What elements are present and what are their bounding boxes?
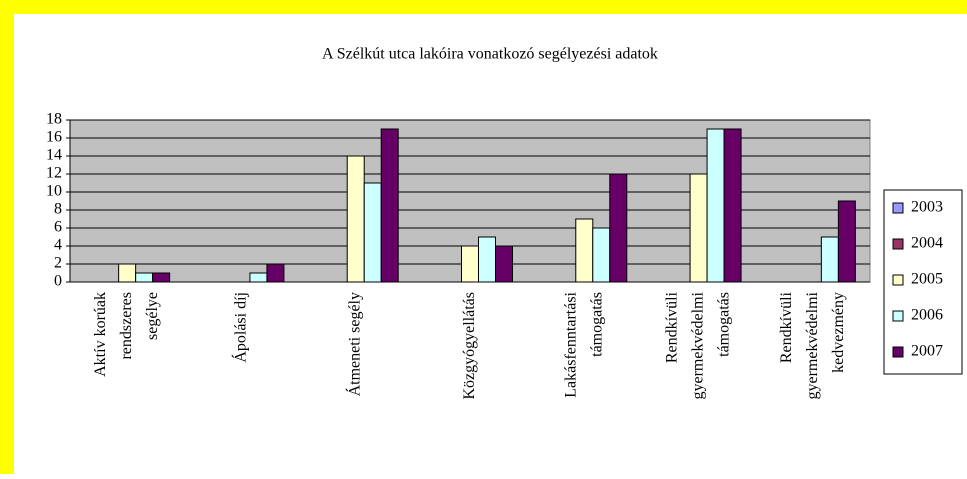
y-tick-label: 8 — [54, 201, 62, 218]
bar — [152, 272, 171, 283]
y-tick-label: 16 — [46, 129, 62, 146]
y-tick-label: 6 — [54, 219, 62, 236]
legend-swatch — [892, 202, 904, 214]
bar — [363, 182, 382, 283]
legend-label: 2007 — [911, 343, 943, 360]
y-tick-label: 4 — [54, 237, 62, 254]
legend-swatch — [892, 346, 904, 358]
y-tick-label: 2 — [54, 255, 62, 272]
bar — [249, 272, 268, 283]
bar — [478, 236, 496, 283]
x-tick-label-line: Rendkívüli — [778, 291, 795, 363]
bar — [461, 245, 479, 283]
bar — [706, 128, 725, 283]
bar — [266, 263, 285, 283]
x-tick-label: Rendkívüli gyermekvédelmi támogatás — [663, 291, 732, 399]
x-tick-label-line: Lakásfenntartási — [562, 291, 579, 397]
x-tick-label-line: Aktív korúak — [92, 292, 109, 377]
bar — [837, 200, 856, 283]
x-tick-label-line: Közgyógyellátás — [461, 292, 478, 400]
x-tick-label: Lakásfenntartási támogatás — [562, 291, 605, 397]
y-tick-label: 0 — [54, 273, 62, 290]
legend-swatch — [892, 274, 904, 286]
y-tick-label: 12 — [46, 165, 62, 182]
x-tick-label-line: Átmeneti segély — [344, 292, 363, 396]
x-tick-label-line: támogatás — [588, 292, 605, 357]
x-tick-label-line: támogatás — [715, 292, 732, 357]
bar — [380, 128, 399, 283]
x-tick-label-line: gyermekvédelmi — [804, 291, 821, 399]
x-tick-label-line: segélye — [144, 292, 161, 340]
x-tick-label: Átmeneti segély — [344, 292, 363, 396]
bar — [723, 128, 742, 283]
x-tick-label: Rendkívüli gyermekvédelmi kedvezmény — [778, 291, 847, 399]
bar — [592, 227, 611, 283]
bar — [135, 272, 154, 283]
bar — [575, 218, 594, 283]
legend-swatch — [892, 310, 904, 322]
y-tick-label: 14 — [46, 147, 62, 164]
legend-swatch — [892, 238, 904, 250]
bar — [346, 155, 365, 283]
bar — [609, 173, 628, 283]
y-tick-label: 10 — [46, 183, 62, 200]
x-tick-label-line: gyermekvédelmi — [689, 291, 706, 399]
legend-label: 2005 — [911, 271, 943, 288]
x-tick-label: Aktív korúak rendszeres segélye — [92, 292, 161, 377]
x-tick-label-line: Rendkívüli — [663, 291, 680, 363]
x-tick-label: Ápolási díj — [230, 292, 249, 363]
legend-label: 2006 — [911, 307, 943, 324]
bar — [689, 173, 708, 283]
y-tick-label: 18 — [46, 111, 62, 128]
bar — [820, 236, 839, 283]
chart-title: A Szélkút utca lakóira vonatkozó segélye… — [322, 46, 658, 63]
bar — [118, 263, 137, 283]
x-tick-label-line: rendszeres — [118, 292, 135, 360]
x-tick-label-line: kedvezmény — [830, 292, 847, 373]
bar — [495, 245, 513, 283]
x-tick-label: Közgyógyellátás — [461, 292, 478, 400]
legend-label: 2004 — [911, 235, 943, 252]
legend-label: 2003 — [911, 199, 943, 216]
x-tick-label-line: Ápolási díj — [230, 292, 249, 363]
